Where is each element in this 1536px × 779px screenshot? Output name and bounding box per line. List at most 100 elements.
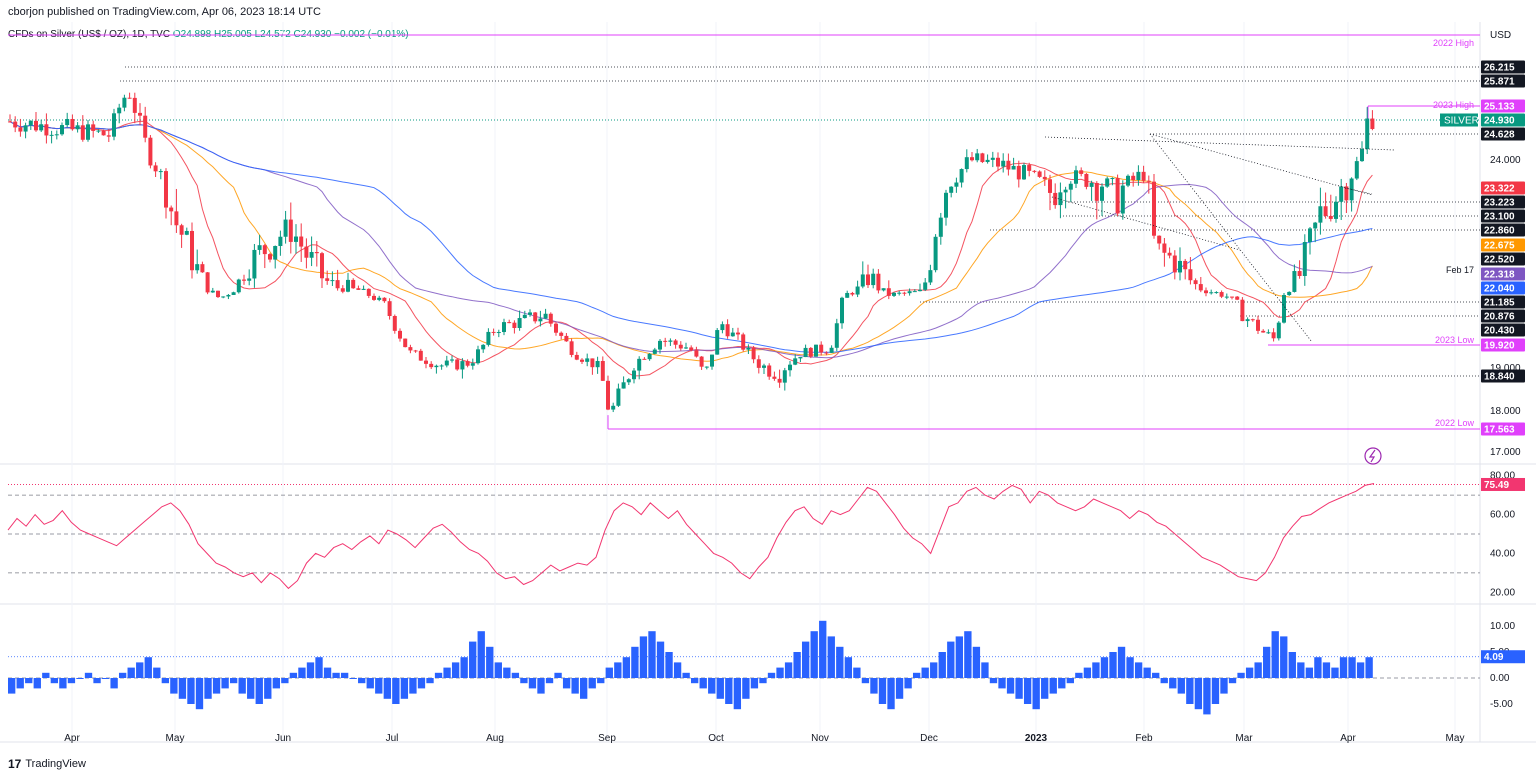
candle-body — [127, 97, 132, 99]
osc-bar — [793, 652, 801, 678]
osc-bar — [801, 641, 810, 678]
price-label-text: 25.133 — [1484, 102, 1515, 113]
time-axis-label: Mar — [1235, 733, 1253, 744]
price-label-badge — [1481, 127, 1525, 141]
osc-bar — [691, 678, 699, 684]
candle-body — [985, 159, 990, 163]
osc-bar — [409, 678, 417, 694]
candle-body — [91, 124, 96, 131]
candle-body — [538, 318, 543, 322]
candle-body — [788, 364, 792, 371]
candle-body — [231, 292, 236, 295]
osc-bar — [289, 672, 298, 678]
price-label-text: 19.920 — [1484, 341, 1515, 352]
price-label-badge — [1481, 252, 1525, 266]
time-axis-label: Jul — [386, 733, 399, 744]
osc-bar — [1288, 652, 1296, 678]
candle — [252, 243, 257, 288]
candle — [408, 344, 413, 354]
candle-body — [1287, 291, 1292, 296]
price-label-text: 24.930 — [1484, 116, 1515, 127]
candle-body — [746, 347, 751, 350]
osc-bar — [614, 662, 622, 678]
candle-body — [647, 353, 652, 360]
candle — [127, 92, 132, 99]
rsi-tick-label: 60.00 — [1490, 510, 1515, 521]
candle — [632, 368, 636, 384]
osc-bar — [400, 678, 409, 699]
candle — [1074, 165, 1078, 189]
oscillator-pane: 10.005.000.00-5.004.09 — [8, 620, 1525, 715]
candle — [377, 295, 382, 302]
osc-bar — [520, 678, 528, 684]
candle-body — [1209, 292, 1214, 294]
candle-body — [918, 289, 922, 292]
candle — [221, 296, 226, 299]
candle-body — [1011, 165, 1016, 170]
candle-body — [268, 254, 272, 260]
candle-body — [548, 313, 553, 324]
candle-body — [1079, 170, 1084, 174]
candle — [938, 212, 943, 245]
osc-bar — [110, 678, 118, 689]
rsi-tick-label: 80.00 — [1490, 471, 1515, 482]
osc-bar — [1100, 657, 1109, 678]
candle — [866, 264, 870, 289]
price-label-text: 23.100 — [1484, 212, 1515, 223]
candle — [86, 120, 90, 142]
candle — [450, 355, 454, 363]
candle — [912, 289, 917, 293]
candle — [1349, 177, 1354, 212]
osc-bar — [597, 678, 605, 684]
candle-body — [1308, 228, 1312, 243]
candle-body — [1172, 255, 1177, 273]
candle-body — [720, 324, 725, 331]
osc-bar — [554, 672, 562, 678]
candle — [990, 151, 995, 168]
osc-bar — [298, 667, 306, 678]
candle — [361, 285, 366, 291]
trendline — [1051, 196, 1241, 251]
candle-body — [200, 264, 205, 273]
candle-body — [512, 322, 517, 328]
price-label-badge — [1481, 281, 1525, 295]
time-axis-label: Feb — [1135, 733, 1153, 744]
osc-bar — [50, 678, 59, 684]
candle-body — [626, 379, 631, 383]
candle-body — [1162, 243, 1167, 253]
candle — [481, 344, 486, 353]
candle — [1131, 172, 1136, 187]
candle — [112, 108, 116, 141]
candle — [751, 345, 756, 364]
osc-bar — [392, 678, 400, 704]
tradingview-footer: 17 TradingView — [8, 757, 86, 771]
candle-body — [60, 125, 64, 135]
candle-body — [730, 332, 735, 337]
candle-body — [1157, 235, 1162, 244]
candle-body — [96, 130, 101, 132]
candle — [1287, 291, 1292, 296]
osc-bar — [1203, 678, 1211, 715]
note-feb-17: Feb 17 — [1446, 265, 1474, 275]
ma-red — [9, 120, 1373, 377]
price-label-badge — [1481, 99, 1525, 113]
candle-body — [262, 245, 267, 255]
candle-body — [153, 165, 158, 172]
candle-body — [13, 121, 18, 128]
osc-bar — [1245, 667, 1254, 678]
price-label-text: 22.318 — [1484, 270, 1515, 281]
osc-bar — [25, 678, 33, 684]
price-label-text: 22.675 — [1484, 241, 1515, 252]
candle-body — [569, 341, 574, 355]
candle-body — [1136, 171, 1141, 181]
price-label-text: 22.860 — [1484, 226, 1515, 237]
rsi-value-badge — [1481, 477, 1525, 491]
osc-bar — [67, 678, 76, 684]
candle-body — [1240, 299, 1245, 322]
candle-body — [439, 365, 444, 367]
candle — [148, 135, 153, 169]
candle-body — [767, 365, 772, 377]
osc-bar — [417, 678, 426, 689]
candle — [247, 269, 252, 286]
